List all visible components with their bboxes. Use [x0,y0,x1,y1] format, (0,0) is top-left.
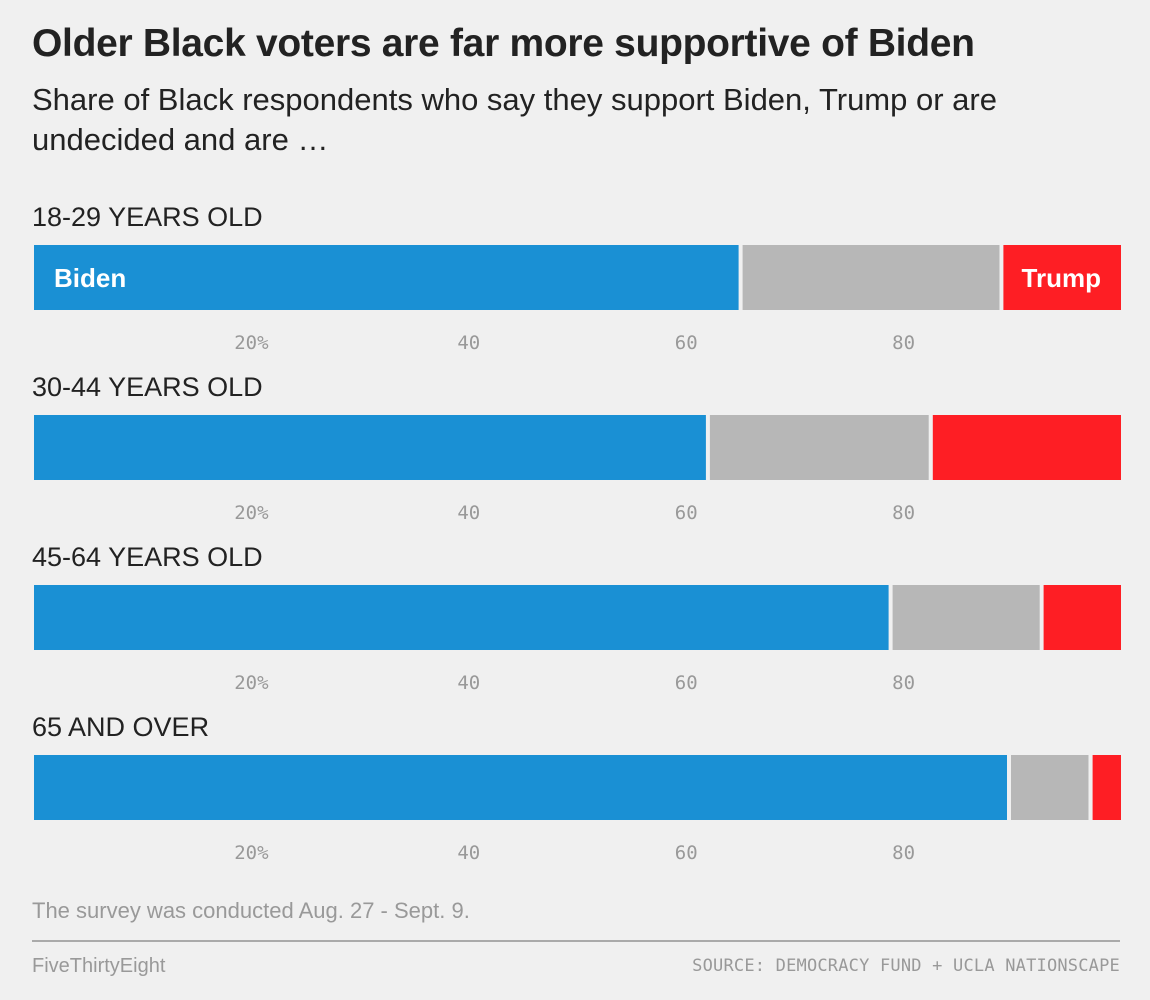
bar-segment-undecided [1011,755,1089,820]
bar-segment-undecided [709,415,929,480]
survey-note: The survey was conducted Aug. 27 - Sept.… [32,898,470,923]
group-label: 45-64 YEARS OLD [32,542,263,572]
x-tick-label: 40 [457,842,480,864]
bar-segment-trump [932,415,1121,480]
x-tick-label: 60 [675,672,698,694]
bar-segment-biden [34,755,1007,820]
x-tick-label: 60 [675,842,698,864]
segment-label-trump: Trump [1022,263,1101,293]
brand-label: FiveThirtyEight [32,955,166,977]
x-tick-label: 20% [234,502,269,524]
x-tick-label: 20% [234,672,269,694]
x-tick-label: 80 [892,502,915,524]
chart-title: Older Black voters are far more supporti… [32,22,975,65]
x-tick-label: 20% [234,842,269,864]
bar-segment-biden [34,245,739,310]
x-tick-label: 80 [892,332,915,354]
x-tick-label: 80 [892,672,915,694]
segment-label-biden: Biden [54,263,126,293]
group-label: 65 AND OVER [32,712,209,742]
bar-segment-trump [1092,755,1121,820]
x-tick-label: 40 [457,332,480,354]
group-label: 30-44 YEARS OLD [32,372,263,402]
bar-segment-biden [34,415,706,480]
bar-segment-undecided [742,245,1000,310]
x-tick-label: 80 [892,842,915,864]
chart-subtitle: Share of Black respondents who say they … [32,82,997,157]
x-tick-label: 40 [457,502,480,524]
bar-segment-trump [1003,245,1121,310]
footer-divider [32,940,1120,942]
x-tick-label: 60 [675,502,698,524]
bar-segment-trump [1043,585,1121,650]
bar-segment-undecided [892,585,1040,650]
bar-segment-biden [34,585,889,650]
x-tick-label: 20% [234,332,269,354]
x-tick-label: 40 [457,672,480,694]
group-label: 18-29 YEARS OLD [32,202,263,232]
x-tick-label: 60 [675,332,698,354]
source-label: SOURCE: DEMOCRACY FUND + UCLA NATIONSCAP… [692,956,1120,976]
